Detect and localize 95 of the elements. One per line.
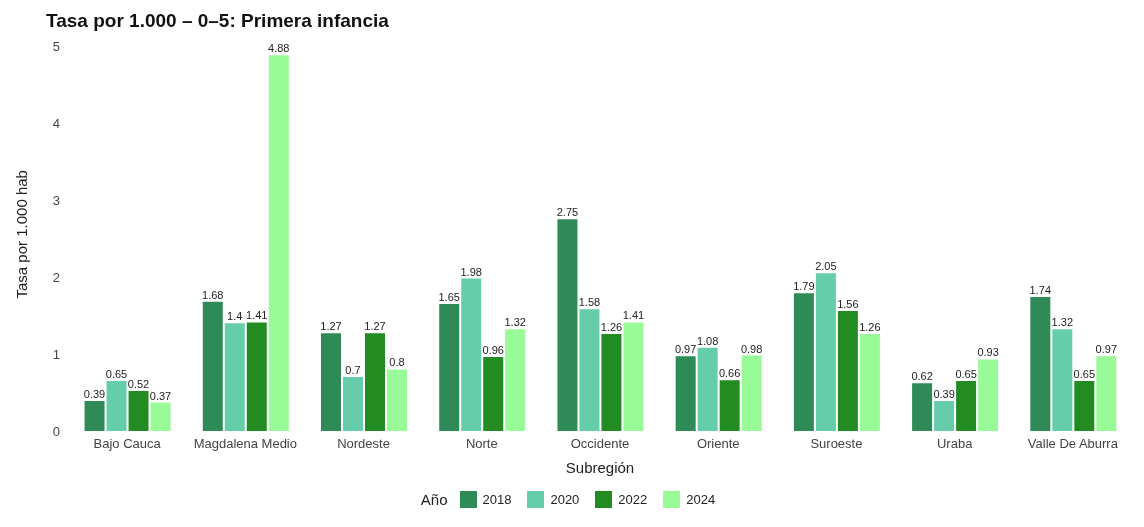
data-label: 1.32	[504, 316, 526, 329]
y-tick-label: 3	[52, 192, 60, 208]
x-tick-label: Oriente	[696, 436, 740, 452]
data-label: 1.65	[438, 290, 460, 303]
bar	[793, 293, 814, 431]
bar	[1096, 356, 1117, 431]
data-label: 0.66	[718, 367, 741, 380]
data-label: 0.96	[482, 344, 504, 357]
data-label: 0.39	[83, 387, 106, 400]
x-tick-label: Valle De Aburra	[1027, 436, 1119, 452]
data-label: 0.93	[977, 346, 999, 359]
chart-title: Tasa por 1.000 – 0–5: Primera infancia	[45, 9, 390, 32]
x-tick-label: Nordeste	[337, 436, 390, 452]
bar	[321, 333, 341, 431]
x-tick-label: Occidente	[570, 436, 630, 452]
bar	[150, 402, 171, 431]
bar	[505, 329, 526, 431]
bar	[202, 301, 223, 431]
data-label: 0.62	[911, 370, 933, 383]
legend-label: 2020	[550, 492, 580, 507]
bar	[623, 322, 644, 431]
data-label: 1.98	[460, 265, 482, 278]
bar	[956, 380, 977, 431]
data-label: 1.74	[1029, 284, 1052, 297]
bar	[697, 347, 718, 431]
data-label: 0.97	[1095, 343, 1118, 356]
data-label: 1.68	[202, 288, 224, 301]
bar	[934, 400, 955, 431]
y-tick-label: 0	[52, 423, 60, 439]
data-label: 0.98	[740, 342, 763, 355]
data-label: 1.4	[227, 310, 243, 323]
data-label: 0.65	[105, 367, 128, 380]
data-label: 1.56	[837, 297, 859, 310]
bar	[579, 309, 600, 431]
bar	[675, 356, 696, 431]
bar	[246, 322, 267, 431]
x-tick-label: Suroeste	[810, 436, 863, 452]
bar	[741, 355, 762, 431]
x-axis-title: Subregión	[565, 459, 635, 476]
data-label: 1.32	[1051, 316, 1074, 329]
data-label: 1.79	[793, 280, 815, 293]
data-label: 0.65	[1073, 367, 1096, 380]
data-label: 1.58	[578, 296, 601, 309]
legend-label: 2024	[686, 492, 716, 507]
legend-title: Año	[420, 491, 448, 508]
bar	[1030, 297, 1051, 431]
data-label: 0.97	[674, 343, 697, 356]
data-label: 0.37	[149, 389, 172, 402]
data-label: 1.26	[600, 320, 623, 333]
bar	[1052, 329, 1073, 431]
data-label: 1.08	[696, 334, 719, 347]
y-axis-title: Tasa por 1.000 hab	[13, 170, 31, 299]
bar	[912, 383, 933, 431]
data-label: 2.75	[556, 206, 579, 219]
data-label: 1.41	[622, 309, 645, 322]
bar	[106, 380, 127, 431]
data-label: 0.39	[933, 387, 955, 400]
bar	[128, 390, 149, 431]
data-label: 0.8	[389, 356, 405, 369]
bar	[268, 55, 289, 431]
bar	[439, 303, 460, 431]
y-tick-label: 2	[52, 269, 60, 285]
bar	[461, 278, 482, 431]
bar	[978, 359, 999, 431]
bar	[1074, 380, 1095, 431]
bar	[224, 323, 245, 431]
data-label: 1.26	[859, 320, 881, 333]
data-label: 0.7	[345, 364, 361, 377]
y-tick-label: 1	[52, 346, 60, 362]
x-tick-label: Uraba	[936, 436, 974, 452]
bar	[365, 333, 385, 431]
bar	[837, 310, 858, 431]
bar	[557, 219, 578, 431]
data-label: 1.27	[364, 320, 386, 333]
x-tick-label: Norte	[465, 436, 498, 452]
bar	[483, 357, 504, 431]
bar	[859, 333, 880, 431]
data-label: 1.27	[320, 320, 342, 333]
x-tick-label: Magdalena Medio	[193, 436, 298, 452]
data-label: 1.41	[246, 309, 268, 322]
bar	[815, 273, 836, 431]
bar	[84, 400, 105, 431]
bar	[343, 377, 363, 431]
data-label: 0.65	[955, 367, 977, 380]
x-tick-label: Bajo Cauca	[93, 436, 162, 452]
legend-label: 2022	[618, 492, 648, 507]
data-label: 2.05	[815, 260, 837, 273]
y-tick-label: 4	[52, 115, 60, 131]
bar	[719, 380, 740, 431]
data-label: 4.88	[268, 42, 290, 55]
legend-label: 2018	[482, 492, 512, 507]
data-label: 0.52	[127, 377, 150, 390]
bar	[387, 369, 407, 431]
y-tick-label: 5	[52, 38, 60, 54]
bar	[601, 333, 622, 431]
